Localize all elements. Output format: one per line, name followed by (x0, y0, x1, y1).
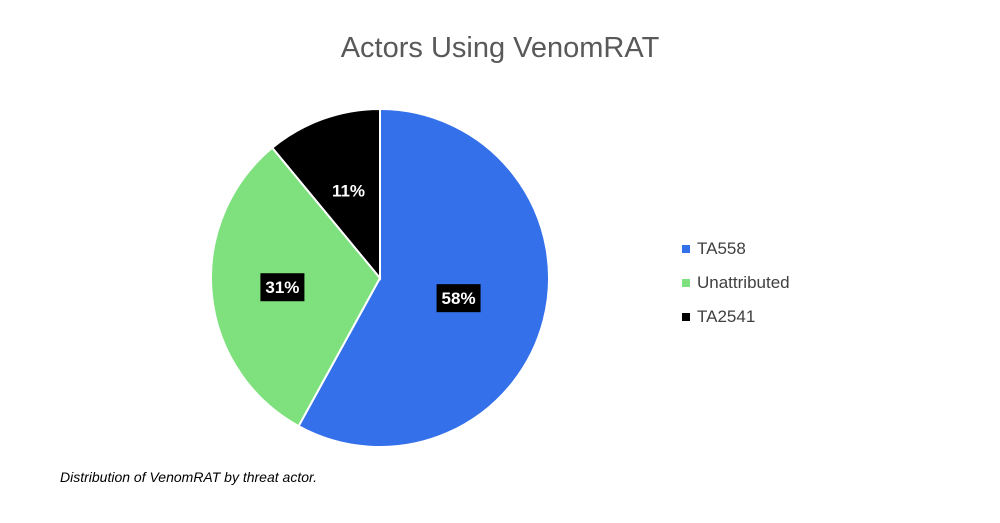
data-label-bg-ta558 (436, 284, 481, 313)
data-label-ta2541: 11% (332, 182, 365, 201)
legend-item-ta558: TA558 (682, 232, 790, 266)
legend-label-ta558: TA558 (697, 239, 746, 258)
legend-swatch-ta2541 (682, 313, 690, 321)
legend-item-unattributed: Unattributed (682, 266, 790, 300)
chart-title: Actors Using VenomRAT (340, 32, 660, 64)
legend-swatch-ta558 (682, 245, 690, 253)
legend-item-ta2541: TA2541 (682, 300, 790, 334)
data-label-ta558: 58% (442, 289, 476, 308)
legend-label-ta2541: TA2541 (697, 307, 756, 326)
pie-slice-ta2541 (270, 107, 381, 281)
figure-caption: Distribution of VenomRAT by threat actor… (60, 469, 318, 485)
data-label-unattributed: 31% (265, 278, 299, 297)
legend: TA558 Unattributed TA2541 (682, 232, 790, 334)
legend-swatch-unattributed (682, 279, 690, 287)
data-label-bg-unattributed (260, 273, 305, 302)
legend-label-unattributed: Unattributed (697, 273, 790, 292)
pie-slice-ta558 (297, 107, 550, 448)
data-label-bg-ta2541 (326, 176, 371, 205)
